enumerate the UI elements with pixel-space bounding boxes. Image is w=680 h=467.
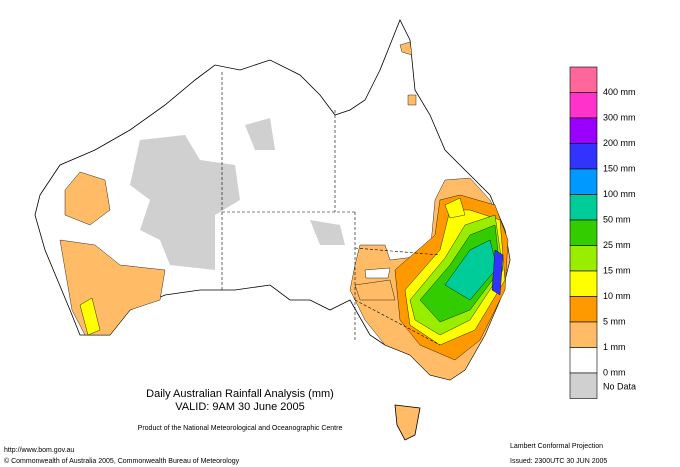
legend-label: 10 mm xyxy=(603,291,631,301)
legend-swatch xyxy=(569,168,598,195)
valid-time: VALID: 9AM 30 June 2005 xyxy=(175,401,304,413)
legend-label: No Data xyxy=(603,381,636,391)
legend-label: 5 mm xyxy=(603,316,626,326)
legend-swatch xyxy=(569,296,598,323)
legend-label: 0 mm xyxy=(603,367,626,377)
legend-label: 150 mm xyxy=(603,163,636,173)
legend-label: 50 mm xyxy=(603,214,631,224)
map-title: Daily Australian Rainfall Analysis (mm) xyxy=(146,388,334,400)
legend-swatch xyxy=(569,372,598,399)
website: http://www.bom.gov.au xyxy=(4,447,74,454)
legend-swatch xyxy=(569,194,598,221)
legend-swatch xyxy=(569,245,598,272)
legend-label: 300 mm xyxy=(603,112,636,122)
legend-swatch xyxy=(569,347,598,374)
copyright: © Commonwealth of Australia 2005, Common… xyxy=(4,457,240,465)
legend-label: 100 mm xyxy=(603,189,636,199)
legend-swatch xyxy=(569,143,598,170)
legend-label: 15 mm xyxy=(603,265,631,275)
legend-swatch xyxy=(569,92,598,119)
legend-swatch xyxy=(569,321,598,348)
legend-swatch xyxy=(569,219,598,246)
projection: Lambert Conformal Projection xyxy=(510,443,603,450)
legend-swatch xyxy=(569,117,598,144)
no-data-areas xyxy=(130,118,345,270)
legend-label: 400 mm xyxy=(603,87,636,97)
issued: Issued: 2300UTC 30 JUN 2005 xyxy=(510,458,607,465)
legend-label: 25 mm xyxy=(603,240,631,250)
legend: 400 mm 300 mm 200 mm 150 mm 100 mm 50 mm 25 mm… xyxy=(569,66,636,399)
state-borders xyxy=(221,72,441,346)
legend-label: 1 mm xyxy=(603,342,626,352)
rainfall-areas xyxy=(59,41,511,381)
tasmania xyxy=(394,404,421,441)
legend-label: 200 mm xyxy=(603,138,636,148)
product-note: Product of the National Meteorological a… xyxy=(138,425,343,432)
legend-swatch xyxy=(569,270,598,297)
legend-swatch xyxy=(569,66,598,93)
